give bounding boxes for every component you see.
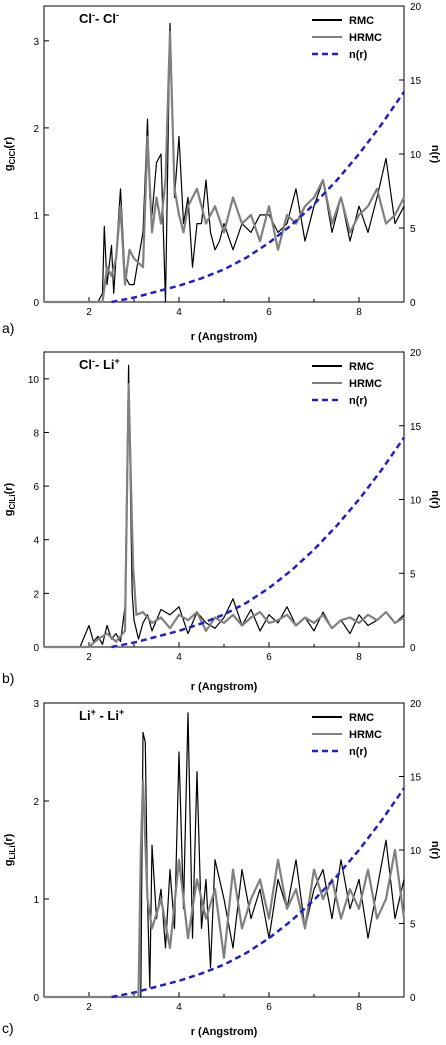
x-axis-title: r (Angstrom) [191,331,258,343]
y-tick-label: 6 [33,482,39,493]
panel-letter: c) [2,1020,14,1036]
series-line-rmc [44,22,405,303]
y-tick-label: 0 [33,993,39,1004]
y-tick-label: 3 [33,699,39,710]
y2-tick-label: 10 [410,496,422,507]
x-axis-title: r (Angstrom) [191,681,258,693]
y-tick-label: 1 [33,211,39,222]
y2-tick-label: 20 [410,348,422,359]
legend-label: RMC [349,361,374,373]
chart-panel-3: 2 4 6 8 0 1 2 3 0 5 10 15 20 Li+ - Li+ RMC HRMC n(r) r (A… [2,699,441,1038]
series-line-hrmc [44,780,406,999]
x-tick-label: 8 [356,307,362,318]
x-tick-label: 6 [266,307,272,318]
y2-tick-label: 15 [410,422,422,433]
series-line-nr [111,436,406,649]
y2-tick-label: 15 [410,76,422,87]
legend-label: n(r) [349,49,368,61]
legend-label: HRMC [349,32,382,44]
y2-tick-label: 10 [410,846,422,857]
x-tick-label: 8 [356,652,362,663]
series-line-nr [111,91,406,304]
y-tick-label: 10 [28,375,40,386]
y2-tick-label: 0 [410,298,416,309]
y2-tick-label: 0 [410,993,416,1004]
y-tick-label: 2 [33,589,39,600]
x-tick-label: 4 [176,307,182,318]
y-tick-label: 2 [33,124,39,135]
y-tick-label: 2 [33,797,39,808]
y-tick-label: 0 [33,643,39,654]
y2-tick-label: 5 [410,569,416,580]
x-axis-title: r (Angstrom) [191,1026,258,1038]
x-tick-label: 2 [86,1002,92,1013]
x-tick-label: 6 [266,652,272,663]
series-line-hrmc [44,30,405,304]
chart-panel-1: 2 4 6 8 0 1 2 3 0 5 10 15 20 Cl-- Cl- RMC HRMC n(r) r (An… [2,2,441,343]
panel-title: Cl-- Li+ [79,356,120,372]
y2-tick-label: 20 [410,2,422,13]
x-tick-label: 2 [86,307,92,318]
y2-axis-title: n(r) [429,490,441,509]
y-tick-label: 4 [33,536,39,547]
series-line-nr [111,787,406,999]
y-axis-title: gClCl(r) [3,136,17,171]
x-tick-label: 4 [176,1002,182,1013]
y-tick-label: 1 [33,895,39,906]
legend-label: RMC [349,712,374,724]
y-tick-label: 0 [33,298,39,309]
y2-tick-label: 10 [410,150,422,161]
panel-letter: b) [2,670,14,686]
y-tick-label: 3 [33,37,39,48]
legend-label: HRMC [349,378,382,390]
panel-title: Li+ - Li+ [79,707,124,723]
series-line-rmc [44,364,405,648]
x-tick-label: 8 [356,1002,362,1013]
y2-tick-label: 15 [410,773,422,784]
x-tick-label: 6 [266,1002,272,1013]
legend-label: n(r) [349,746,368,758]
y2-tick-label: 0 [410,643,416,654]
y2-axis-title: n(r) [429,145,441,164]
legend-label: RMC [349,15,374,27]
y2-tick-label: 5 [410,224,416,235]
chart-panel-2: 2 4 6 8 0 2 4 6 8 10 0 5 10 15 20 Cl-- Li+ RMC HRMC n(r) r … [2,348,441,693]
legend-label: n(r) [349,395,368,407]
y-tick-label: 8 [33,428,39,439]
y2-tick-label: 5 [410,920,416,931]
panel-title: Cl-- Cl- [79,10,119,26]
series-line-hrmc [44,383,405,649]
legend-label: HRMC [349,729,382,741]
y-axis-title: gLiLi(r) [3,833,17,866]
y-axis-title: gClLi(r) [3,482,17,516]
x-tick-label: 4 [176,652,182,663]
x-tick-label: 2 [86,652,92,663]
panel-letter: a) [2,320,14,336]
y2-axis-title: n(r) [429,841,441,860]
y2-tick-label: 20 [410,699,422,710]
